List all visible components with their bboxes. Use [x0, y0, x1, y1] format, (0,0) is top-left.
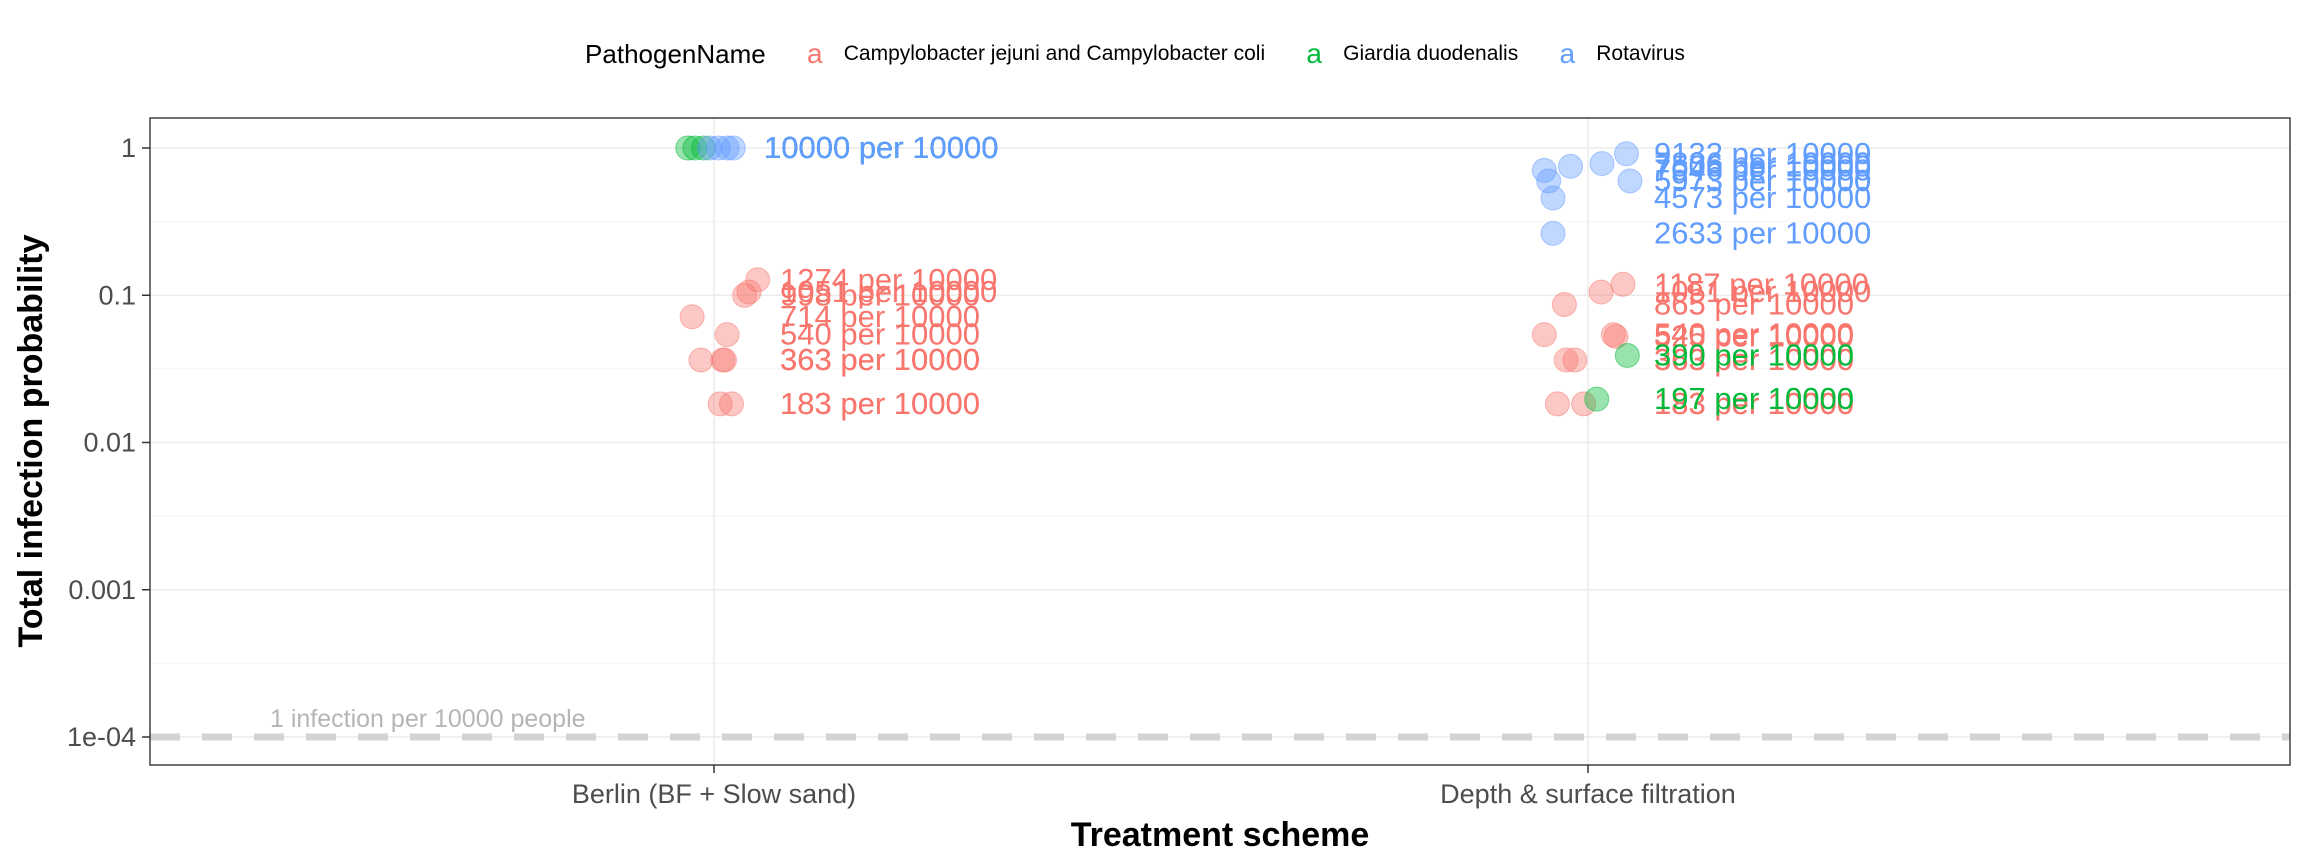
y-tick-label: 0.001	[68, 575, 136, 605]
data-label: 7046 per 10000	[1654, 152, 1871, 187]
data-label: 183 per 10000	[780, 386, 980, 421]
data-label: 10000 per 10000	[764, 130, 998, 165]
data-label: 7836 per 10000	[1654, 146, 1871, 181]
data-label: 865 per 10000	[1654, 287, 1854, 322]
data-point	[1571, 391, 1597, 417]
data-point	[1553, 347, 1579, 373]
data-label: 10000 per 10000	[764, 130, 998, 165]
data-label: 540 per 10000	[780, 317, 980, 352]
legend-item-giardia: a Giardia duodenalis	[1299, 38, 1518, 70]
y-tick-label: 1e-04	[67, 722, 136, 752]
reference-line-group: 1 infection per 10000 people	[150, 705, 2290, 741]
data-point	[1544, 391, 1570, 417]
data-point	[1589, 151, 1615, 177]
data-label: 363 per 10000	[780, 342, 980, 377]
data-points	[675, 135, 1643, 417]
data-label: 1051 per 10000	[780, 274, 997, 309]
data-label: 10000 per 10000	[764, 130, 998, 165]
data-label: 525 per 10000	[1654, 318, 1854, 353]
legend-item-campylobacter: a Campylobacter jejuni and Campylobacter…	[800, 38, 1265, 70]
data-point	[1588, 279, 1614, 305]
data-label: 1187 per 10000	[1654, 266, 1869, 301]
data-label: 5973 per 10000	[1654, 163, 1871, 198]
data-label: 1274 per 10000	[780, 262, 997, 297]
plot-panel	[150, 118, 2290, 765]
data-point	[1531, 157, 1557, 183]
y-axis-title: Total infection probability	[12, 234, 50, 647]
data-label: 10000 per 10000	[764, 130, 998, 165]
x-tick-label: Berlin (BF + Slow sand)	[572, 779, 856, 809]
legend-item-rotavirus: a Rotavirus	[1552, 38, 1685, 70]
data-label: 183 per 10000	[1654, 386, 1854, 421]
data-label: 5973 per 10000	[1654, 163, 1871, 198]
legend-key-rotavirus: a	[1559, 38, 1576, 69]
data-point	[1614, 342, 1640, 368]
legend-label-campylobacter: Campylobacter jejuni and Campylobacter c…	[843, 42, 1266, 65]
data-point	[1540, 185, 1566, 211]
legend-label-giardia: Giardia duodenalis	[1343, 42, 1519, 65]
data-point	[705, 135, 731, 161]
x-axis: Berlin (BF + Slow sand) Depth & surface f…	[572, 765, 1736, 809]
data-label: 7506 per 10000	[1654, 148, 1871, 183]
data-point	[1610, 271, 1636, 297]
data-label: 363 per 10000	[1654, 342, 1854, 377]
data-point	[1603, 323, 1629, 349]
data-point	[732, 282, 758, 308]
data-point	[1584, 386, 1610, 412]
y-tick-label: 0.1	[98, 280, 136, 310]
data-point	[718, 391, 744, 417]
data-point	[707, 391, 733, 417]
data-label: 363 per 10000	[780, 342, 980, 377]
data-point	[1531, 322, 1557, 348]
data-label: 9132 per 10000	[1654, 136, 1871, 171]
y-tick-label: 1	[121, 133, 136, 163]
data-label: 714 per 10000	[780, 299, 980, 334]
data-label: 197 per 10000	[1654, 381, 1854, 416]
data-point	[1558, 153, 1584, 179]
data-label: 4573 per 10000	[1654, 180, 1871, 215]
data-point	[711, 347, 737, 373]
reference-line-label: 1 infection per 10000 people	[270, 705, 586, 733]
data-label: 10000 per 10000	[764, 130, 998, 165]
data-label: 10000 per 10000	[764, 130, 998, 165]
data-point	[714, 322, 740, 348]
data-point	[1536, 168, 1562, 194]
data-label: 998 per 10000	[780, 277, 980, 312]
data-label: 363 per 10000	[1654, 342, 1854, 377]
x-axis-title: Treatment scheme	[1071, 816, 1370, 854]
data-point	[675, 135, 701, 161]
data-label: 540 per 10000	[1654, 317, 1854, 352]
data-point	[1562, 347, 1588, 373]
data-point	[1613, 141, 1639, 167]
x-tick-label: Depth & surface filtration	[1440, 779, 1736, 809]
data-label: 540 per 10000	[1654, 317, 1854, 352]
data-label: 363 per 10000	[780, 342, 980, 377]
data-label: 390 per 10000	[1654, 337, 1854, 372]
data-point	[1617, 168, 1643, 194]
y-axis: 1 0.1 0.01 0.001 1e-04	[67, 133, 150, 752]
legend-label-rotavirus: Rotavirus	[1596, 42, 1685, 65]
data-point	[720, 135, 746, 161]
data-label: 183 per 10000	[1654, 386, 1854, 421]
data-point	[1540, 220, 1566, 246]
data-point	[736, 279, 762, 305]
legend-title: PathogenName	[585, 38, 766, 69]
y-tick-label: 0.01	[83, 428, 136, 458]
data-label: 1051 per 10000	[1654, 274, 1871, 309]
legend-key-campylobacter: a	[806, 38, 823, 69]
data-label: 10000 per 10000	[764, 130, 998, 165]
legend-key-giardia: a	[1306, 38, 1322, 69]
data-point	[688, 347, 714, 373]
legend: PathogenName a Campylobacter jejuni and …	[0, 34, 2304, 74]
data-point	[679, 304, 705, 330]
data-point	[1551, 292, 1577, 318]
data-point	[714, 135, 740, 161]
data-label: 183 per 10000	[780, 386, 980, 421]
plot-border	[149, 117, 2291, 766]
data-label: 2633 per 10000	[1654, 215, 1871, 250]
